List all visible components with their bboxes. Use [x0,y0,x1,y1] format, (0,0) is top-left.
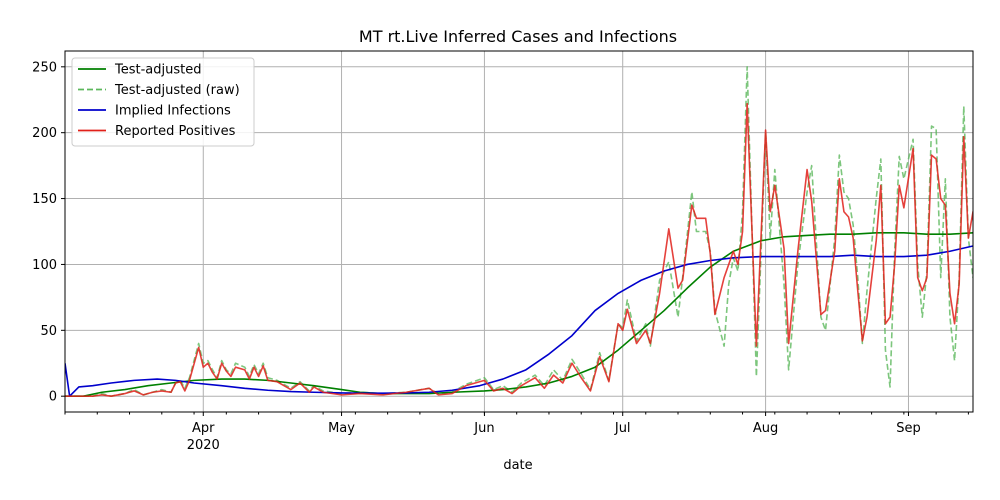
legend: Test-adjusted Test-adjusted (raw) Implied … [71,57,255,147]
y-axis: 0 50 100 150 200 250 [32,60,65,405]
grid-lines [65,51,973,412]
x-tick-label: Sep [896,421,921,436]
chart-title: MT rt.Live Inferred Cases and Infections [359,27,677,46]
legend-label-test-adjusted-raw: Test-adjusted (raw) [114,83,240,98]
y-tick-label: 150 [32,192,57,207]
x-tick-label: Apr [192,421,215,436]
legend-box [71,57,255,147]
series-line-test-adjusted [65,232,973,397]
series-layer [65,66,973,397]
legend-label-reported-positives: Reported Positives [115,124,236,139]
y-tick-label: 100 [32,258,57,273]
plot-area-frame [64,50,974,413]
legend-label-implied-infections: Implied Infections [115,104,231,119]
y-tick-label: 50 [40,324,57,339]
x-axis: Apr 2020 May Jun Jul Aug Sep [64,412,969,453]
legend-label-test-adjusted: Test-adjusted [114,63,201,78]
x-tick-label: Jul [614,421,631,436]
x-tick-label: Aug [753,421,778,436]
x-tick-label: May [328,421,355,436]
x-axis-title: date [503,458,532,473]
x-tick-label: Jun [473,421,494,436]
series-line-reported-positives [65,102,973,397]
y-tick-label: 200 [32,126,57,141]
x-tick-year-label: 2020 [187,438,220,453]
y-tick-label: 0 [49,390,57,405]
y-tick-label: 250 [32,60,57,75]
